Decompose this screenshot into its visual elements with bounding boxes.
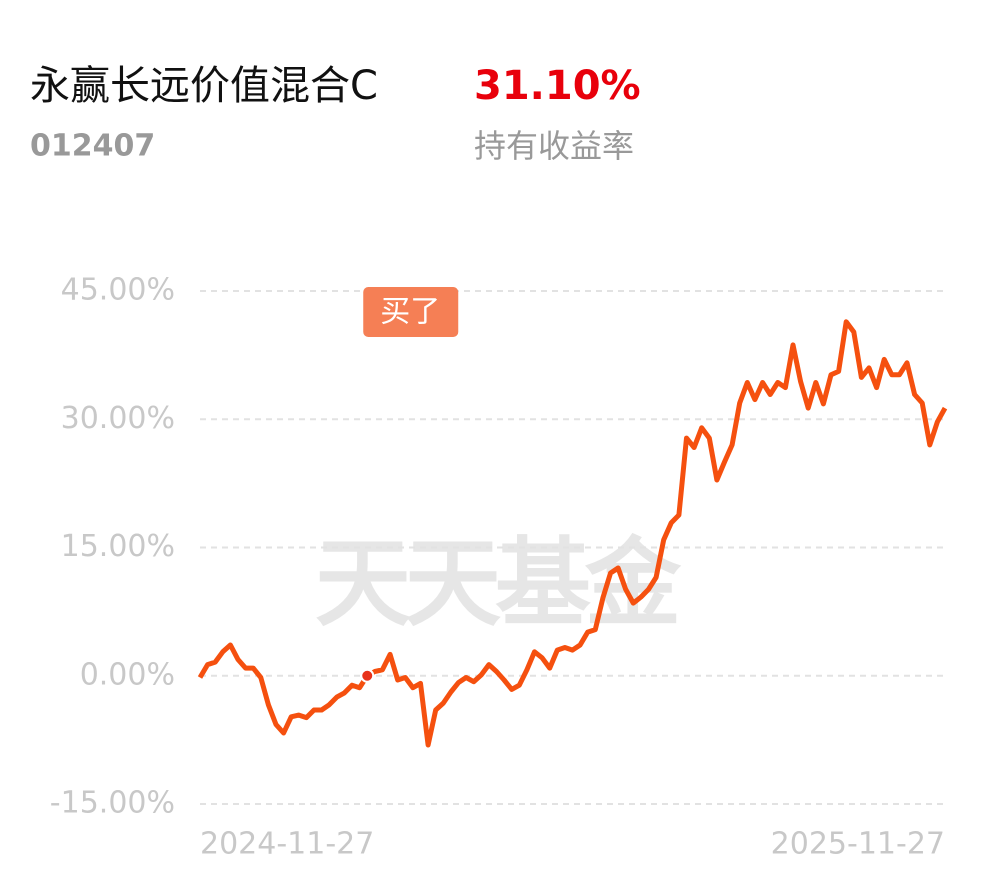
series-line bbox=[197, 319, 948, 748]
x-tick-label: 2025-11-27 bbox=[771, 827, 945, 862]
return-label: 持有收益率 bbox=[474, 127, 634, 165]
fund-name: 永赢长远价值混合C bbox=[30, 63, 378, 109]
y-tick-label: 15.00% bbox=[61, 529, 175, 564]
return-value: 31.10% bbox=[474, 63, 641, 109]
watermark: 天天基金 bbox=[315, 527, 682, 639]
buy-tag bbox=[363, 287, 459, 337]
y-tick-label: 30.00% bbox=[61, 401, 175, 436]
y-tick-label: -15.00% bbox=[50, 786, 175, 821]
fund-code: 012407 bbox=[30, 129, 155, 164]
x-tick-label: 2024-11-27 bbox=[200, 827, 374, 862]
y-tick-label: 0.00% bbox=[80, 657, 175, 692]
buy-point bbox=[360, 668, 375, 683]
y-tick-label: 45.00% bbox=[61, 273, 175, 308]
buy-label: 买了 bbox=[380, 295, 440, 330]
